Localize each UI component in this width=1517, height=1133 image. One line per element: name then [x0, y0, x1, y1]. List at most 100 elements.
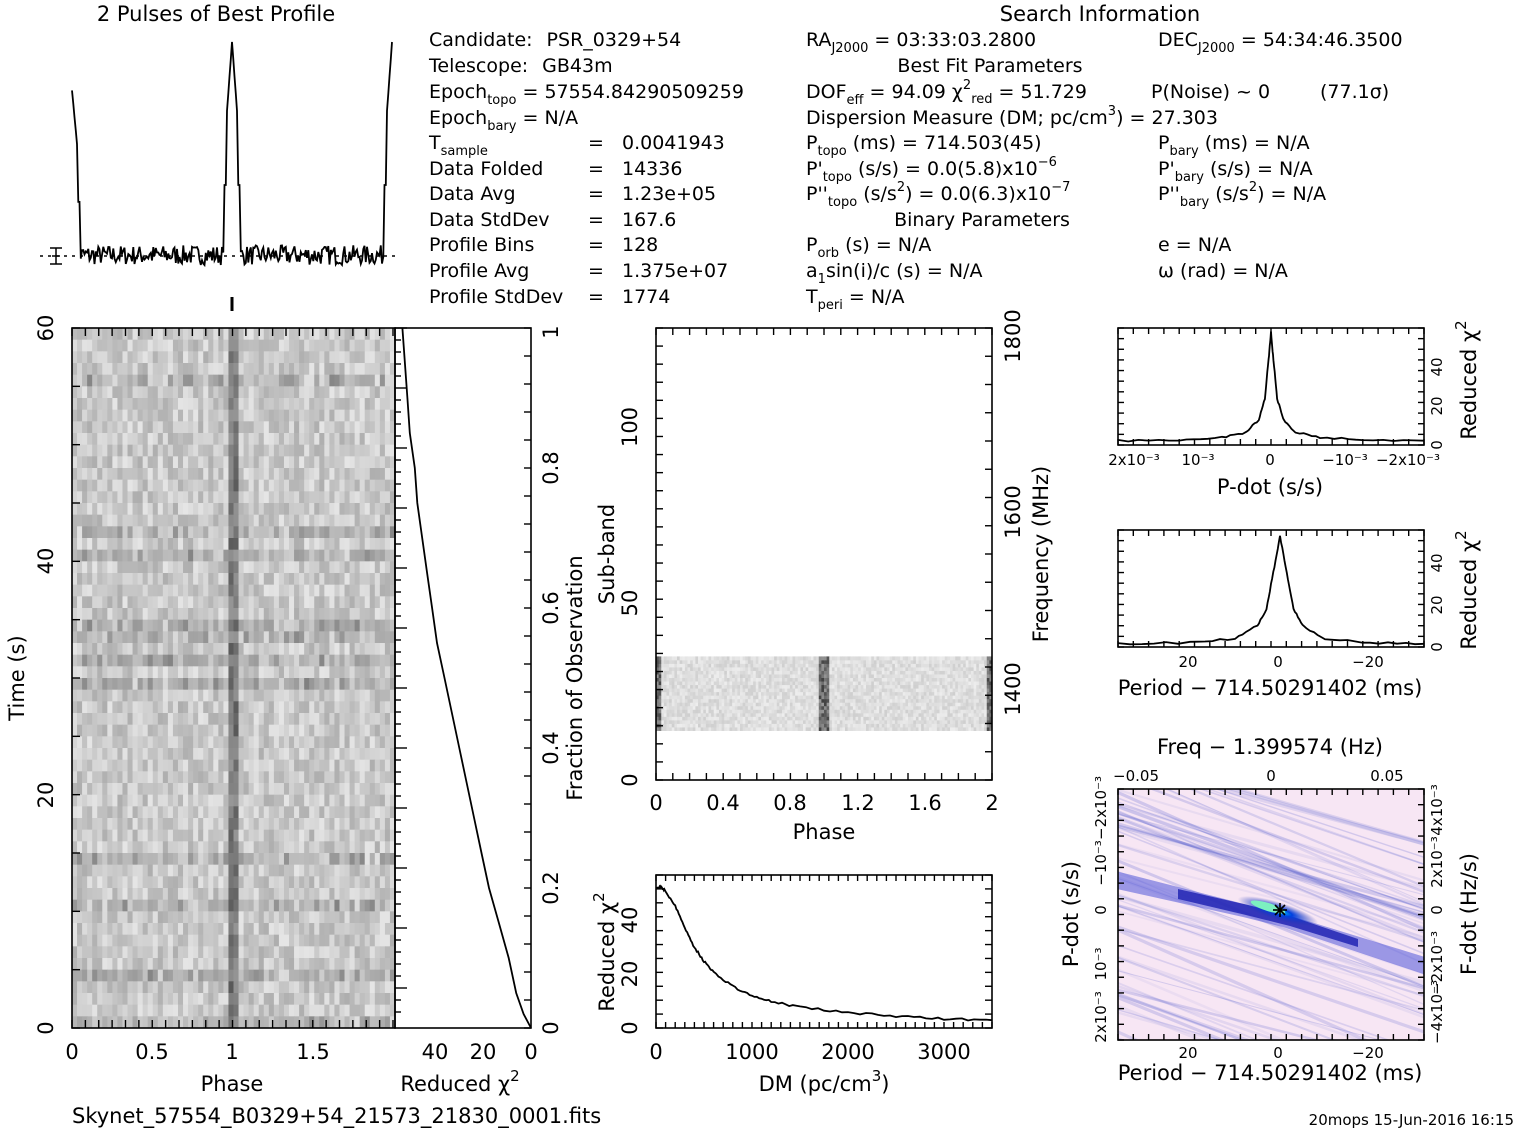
time-phase-cell — [374, 701, 381, 714]
time-phase-cell — [107, 853, 113, 866]
time-phase-cell — [107, 958, 113, 971]
time-phase-cell — [369, 386, 376, 399]
time-phase-cell — [334, 899, 340, 912]
time-phase-cell — [339, 573, 345, 586]
time-phase-cell — [329, 864, 335, 877]
time-phase-cell — [258, 876, 265, 889]
time-phase-cell — [147, 911, 154, 924]
time-phase-cell — [349, 841, 356, 854]
subband-cell — [745, 723, 749, 728]
time-phase-cell — [77, 643, 83, 656]
time-phase-cell — [268, 538, 275, 551]
subband-cell — [863, 719, 867, 724]
subband-cell — [787, 702, 791, 707]
time-phase-cell — [147, 561, 154, 574]
time-phase-cell — [273, 876, 280, 889]
time-phase-cell — [218, 608, 224, 621]
time-phase-cell — [82, 666, 88, 679]
time-phase-cell — [243, 923, 250, 936]
subband-cell — [779, 719, 783, 724]
time-phase-cell — [283, 701, 290, 714]
time-phase-cell — [389, 398, 396, 411]
subband-cell — [742, 716, 746, 721]
time-phase-cell — [77, 876, 83, 889]
time-phase-cell — [162, 876, 169, 889]
time-phase-cell — [299, 619, 305, 632]
subband-cell — [834, 702, 838, 707]
time-phase-cell — [238, 468, 244, 481]
time-phase-cell — [107, 689, 113, 702]
time-phase-cell — [107, 678, 113, 691]
time-phase-cell — [132, 409, 139, 422]
time-phase-cell — [289, 724, 295, 737]
time-phase-cell — [107, 864, 113, 877]
time-phase-cell — [203, 853, 209, 866]
time-phase-cell — [188, 958, 194, 971]
time-phase-cell — [319, 631, 325, 644]
time-phase-cell — [248, 1016, 255, 1029]
time-phase-cell — [329, 421, 335, 434]
time-phase-cell — [142, 596, 149, 609]
time-phase-cell — [289, 538, 295, 551]
subband-cell — [711, 709, 715, 714]
time-phase-cell — [349, 584, 356, 597]
subband-cell — [973, 716, 977, 721]
pdot-bary-value: N/A — [1279, 158, 1313, 180]
time-phase-cell — [283, 923, 290, 936]
time-phase-cell — [142, 806, 149, 819]
time-phase-cell — [319, 689, 325, 702]
time-phase-cell — [278, 794, 285, 807]
time-phase-cell — [349, 608, 356, 621]
time-phase-cell — [324, 619, 330, 632]
time-phase-cell — [157, 444, 164, 457]
time-phase-cell — [112, 958, 118, 971]
time-phase-cell — [268, 713, 275, 726]
subband-cell — [829, 705, 833, 710]
time-phase-cell — [203, 398, 209, 411]
time-phase-cell — [248, 783, 255, 796]
time-phase-cell — [162, 351, 169, 364]
time-phase-cell — [82, 771, 88, 784]
time-phase-cell — [369, 678, 376, 691]
subband-cell — [915, 709, 919, 714]
subband-cell — [913, 716, 917, 721]
time-phase-cell — [193, 468, 199, 481]
subband-cell — [986, 702, 990, 707]
time-phase-cell — [369, 433, 376, 446]
time-phase-cell — [132, 468, 139, 481]
time-phase-cell — [152, 1004, 159, 1017]
time-phase-cell — [117, 479, 123, 492]
time-phase-cell — [77, 748, 83, 761]
subband-cell — [805, 719, 809, 724]
time-phase-cell — [314, 328, 320, 341]
time-phase-cell — [223, 421, 229, 434]
time-phase-cell — [167, 398, 174, 411]
subband-cell — [692, 723, 696, 728]
subband-cell — [894, 723, 898, 728]
time-phase-cell — [102, 444, 108, 457]
time-phase-cell — [208, 911, 214, 924]
time-phase-cell — [379, 911, 386, 924]
time-phase-cell — [152, 923, 159, 936]
time-phase-cell — [253, 841, 260, 854]
time-phase-cell — [147, 829, 154, 842]
time-phase-cell — [152, 444, 159, 457]
subband-cell — [860, 719, 864, 724]
subband-cell — [666, 712, 670, 717]
time-phase-cell — [177, 549, 184, 562]
subband-cell — [700, 727, 704, 731]
time-phase-cell — [238, 888, 244, 901]
time-phase-cell — [223, 433, 229, 446]
time-phase-cell — [309, 736, 315, 749]
time-phase-cell — [263, 689, 270, 702]
time-phase-cell — [162, 899, 169, 912]
time-phase-cell — [198, 934, 204, 947]
time-phase-cell — [233, 573, 239, 586]
time-phase-cell — [268, 736, 275, 749]
subband-cell — [737, 712, 741, 717]
subband-cell — [968, 727, 972, 731]
time-phase-cell — [223, 654, 229, 667]
time-phase-cell — [97, 596, 103, 609]
time-phase-cell — [379, 958, 386, 971]
time-phase-cell — [379, 444, 386, 457]
